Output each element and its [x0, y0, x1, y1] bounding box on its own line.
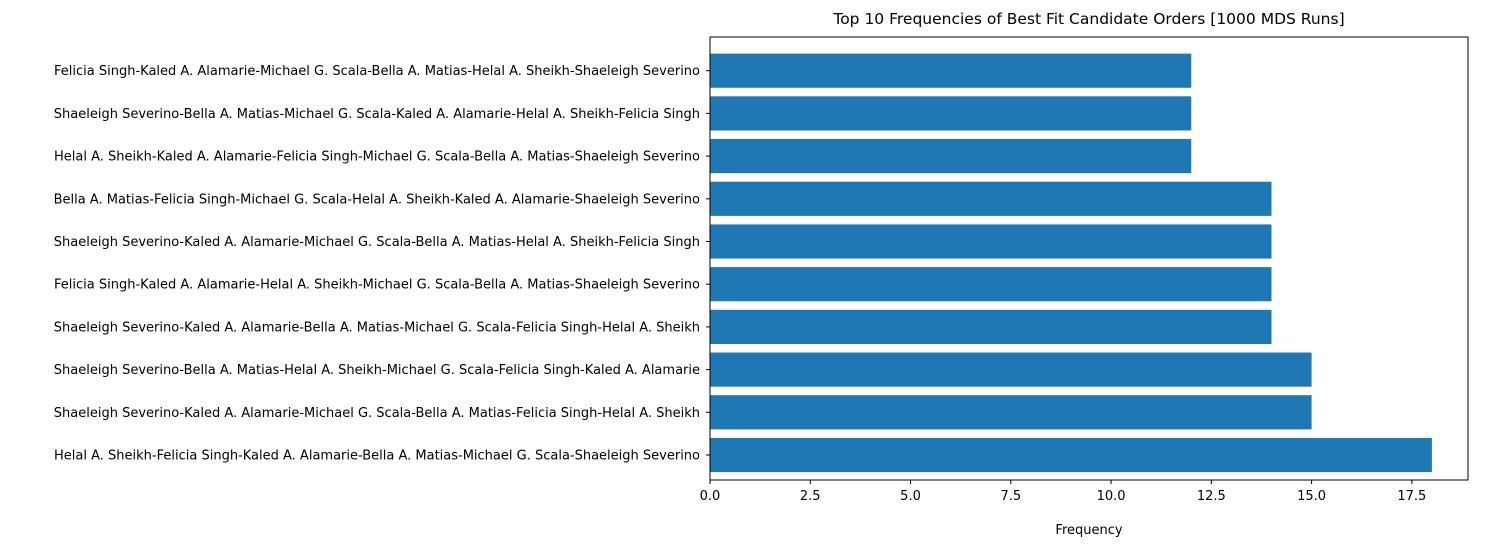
- x-tick-label: 0.0: [700, 489, 721, 504]
- y-axis-ticks: Helal A. Sheikh-Felicia Singh-Kaled A. A…: [54, 64, 710, 464]
- x-axis-title: Frequency: [1055, 523, 1122, 538]
- bar: [710, 224, 1272, 259]
- bar: [710, 96, 1192, 131]
- y-tick-label: Shaeleigh Severino-Kaled A. Alamarie-Mic…: [54, 406, 700, 421]
- bar: [710, 309, 1272, 344]
- y-tick-label: Bella A. Matias-Felicia Singh-Michael G.…: [54, 192, 700, 207]
- bar: [710, 437, 1432, 473]
- plot-frame: [709, 36, 1469, 481]
- x-tick-label: 15.0: [1297, 489, 1326, 504]
- x-tick-label: 17.5: [1397, 489, 1426, 504]
- x-tick-label: 5.0: [900, 489, 921, 504]
- y-tick-label: Shaeleigh Severino-Kaled A. Alamarie-Bel…: [54, 320, 700, 335]
- x-axis-ticks: 0.0 2.5 5.0 7.5 10.0 12.5 15.0 17.5: [700, 480, 1426, 504]
- bar: [710, 267, 1272, 302]
- y-tick-label: Helal A. Sheikh-Felicia Singh-Kaled A. A…: [54, 449, 700, 464]
- y-tick-label: Shaeleigh Severino-Bella A. Matias-Helal…: [54, 363, 700, 378]
- y-tick-label: Felicia Singh-Kaled A. Alamarie-Michael …: [54, 64, 700, 79]
- x-tick-label: 7.5: [1000, 489, 1021, 504]
- bar: [710, 53, 1192, 88]
- y-tick-label: Shaeleigh Severino-Bella A. Matias-Micha…: [54, 107, 700, 122]
- x-tick-label: 12.5: [1197, 489, 1226, 504]
- y-tick-label: Helal A. Sheikh-Kaled A. Alamarie-Felici…: [54, 150, 700, 165]
- bar: [710, 139, 1192, 174]
- bar: [710, 181, 1272, 216]
- x-tick-label: 10.0: [1097, 489, 1126, 504]
- chart-title: Top 10 Frequencies of Best Fit Candidate…: [832, 10, 1344, 28]
- bars-group: [710, 53, 1432, 473]
- y-tick-label: Felicia Singh-Kaled A. Alamarie-Helal A.…: [54, 278, 700, 293]
- bar: [710, 352, 1312, 387]
- y-tick-label: Shaeleigh Severino-Kaled A. Alamarie-Mic…: [54, 235, 700, 250]
- bar: [710, 395, 1312, 430]
- x-tick-label: 2.5: [800, 489, 821, 504]
